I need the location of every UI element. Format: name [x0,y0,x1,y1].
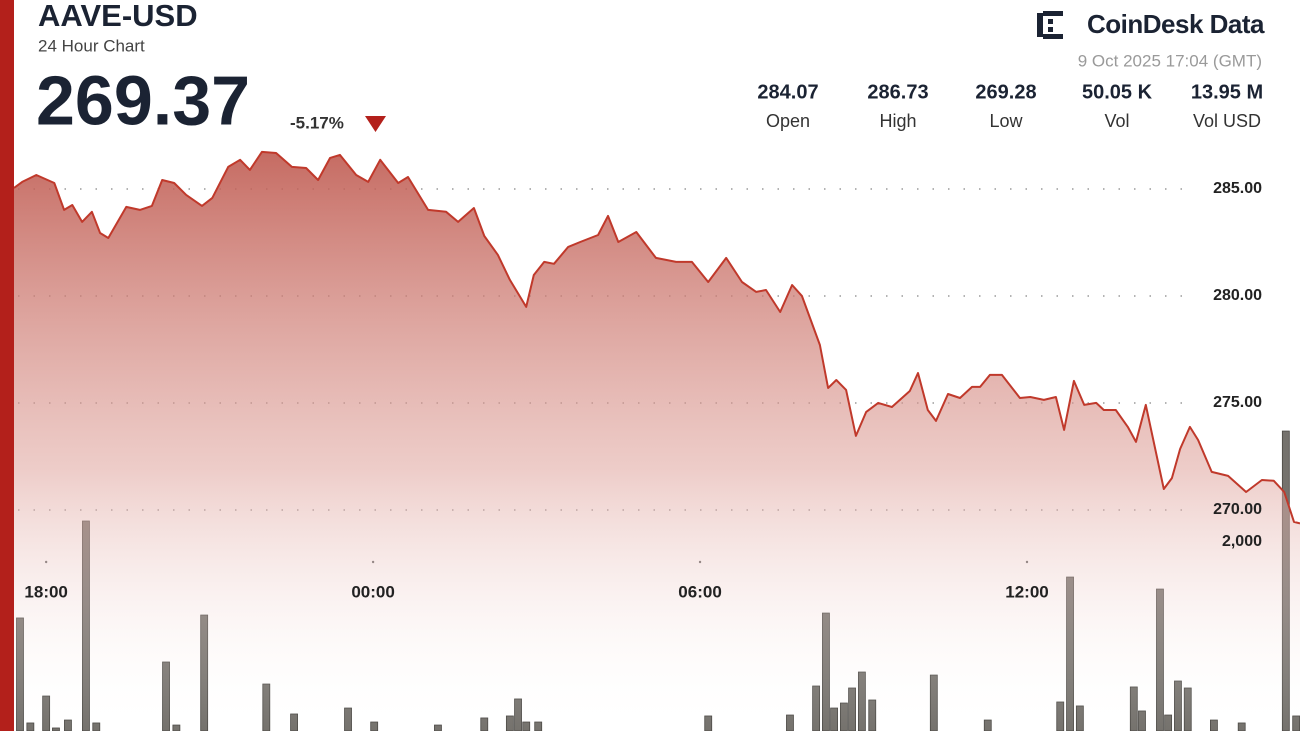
x-tick-label: 18:00 [24,582,67,601]
stat-label: Low [989,111,1023,131]
stat-label: Vol [1104,111,1129,131]
stat-value: 269.28 [975,81,1036,103]
down-arrow [365,116,386,132]
y-tick-label: 280.00 [1213,287,1262,304]
price-area [14,151,1300,731]
x-tick-label: 12:00 [1005,582,1048,601]
y-tick-label: 285.00 [1213,180,1262,197]
stat-label: Open [766,111,810,131]
x-tick-label: 00:00 [351,582,394,601]
y-tick-label: 270.00 [1213,501,1262,518]
accent-bar [0,0,14,731]
stat-value: 286.73 [867,81,928,103]
stat-label: Vol USD [1193,111,1261,131]
y-tick-label: 275.00 [1213,394,1262,411]
stat-value: 50.05 K [1082,81,1153,103]
price-line [13,150,1300,525]
stats: 284.07 Open 286.73 High 269.28 Low 50.05 K Vol 1… [757,81,1263,130]
y2-tick-label: 2,000 [1222,533,1262,550]
brand-logo [1037,11,1063,39]
timestamp: 9 Oct 2025 17:04 (GMT) [1078,51,1262,70]
x-tick-label: 06:00 [678,582,721,601]
brand: CoinDesk Data [1087,9,1265,39]
price: 269.37 [36,61,250,139]
symbol: AAVE-USD [38,0,198,33]
subtitle: 24 Hour Chart [38,36,145,55]
plot-area: 285.00 280.00 275.00 270.00 2,000 18:00 00:00 0… [13,150,1300,731]
stat-value: 284.07 [757,81,818,103]
change: -5.17% [290,113,344,132]
stat-label: High [879,111,916,131]
price-series [13,150,1300,731]
stat-value: 13.95 M [1191,81,1263,103]
axis-labels: 285.00 280.00 275.00 270.00 2,000 18:00 00:00 0… [24,180,1262,601]
